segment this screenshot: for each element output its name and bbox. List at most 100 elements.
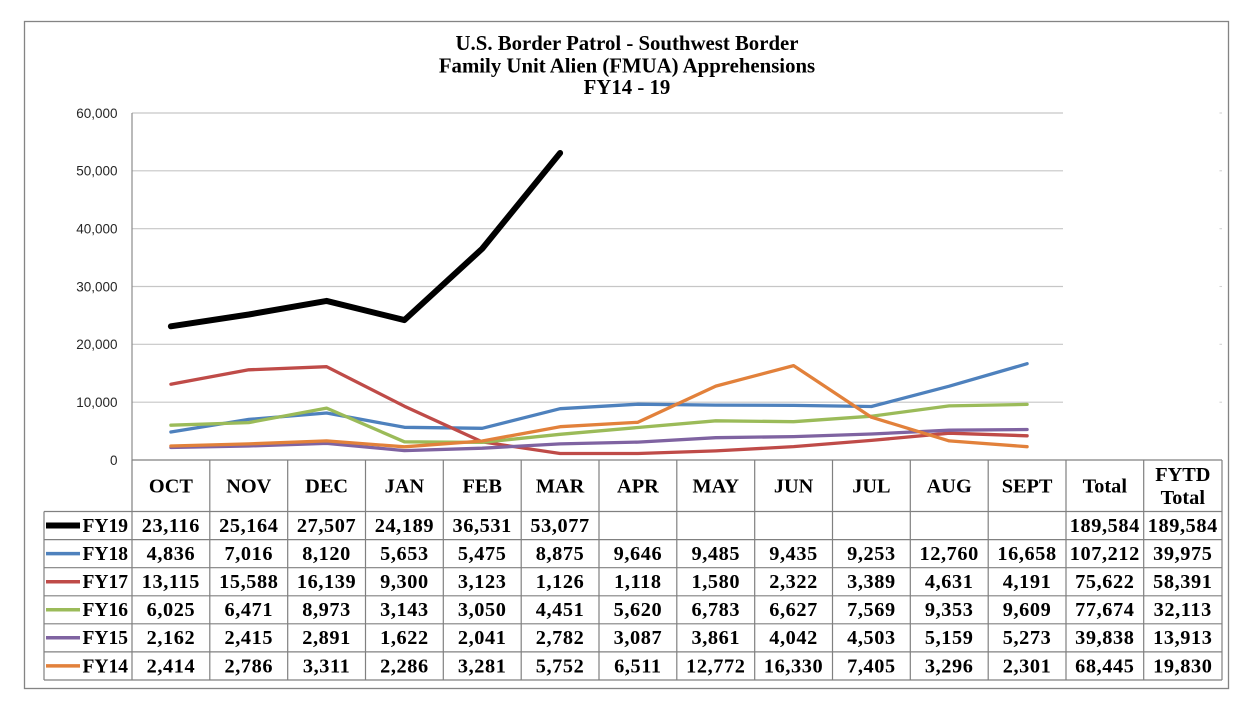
svg-text:3,281: 3,281 <box>458 655 507 677</box>
svg-text:NOV: NOV <box>226 476 271 498</box>
svg-text:FY14 - 19: FY14 - 19 <box>584 76 671 99</box>
svg-text:75,622: 75,622 <box>1075 571 1134 593</box>
svg-text:6,025: 6,025 <box>147 599 196 621</box>
svg-text:16,139: 16,139 <box>297 571 356 593</box>
svg-text:2,891: 2,891 <box>302 627 351 649</box>
svg-text:FY19: FY19 <box>83 516 129 537</box>
svg-text:FY18: FY18 <box>83 544 129 565</box>
svg-text:JAN: JAN <box>385 476 425 498</box>
svg-text:9,485: 9,485 <box>691 543 740 565</box>
svg-text:23,116: 23,116 <box>142 515 200 537</box>
svg-text:MAR: MAR <box>536 476 585 498</box>
svg-text:4,836: 4,836 <box>147 543 196 565</box>
svg-text:5,159: 5,159 <box>925 627 974 649</box>
svg-text:AUG: AUG <box>927 476 972 498</box>
svg-text:5,752: 5,752 <box>536 655 585 677</box>
svg-text:4,503: 4,503 <box>847 627 896 649</box>
svg-text:1,580: 1,580 <box>691 571 740 593</box>
svg-text:6,783: 6,783 <box>691 599 740 621</box>
svg-text:FY15: FY15 <box>83 628 129 649</box>
svg-text:5,653: 5,653 <box>380 543 429 565</box>
svg-text:189,584: 189,584 <box>1148 515 1218 537</box>
svg-text:24,189: 24,189 <box>375 515 434 537</box>
svg-text:16,330: 16,330 <box>764 655 823 677</box>
svg-text:U.S. Border Patrol - Southwest: U.S. Border Patrol - Southwest Border <box>456 32 799 55</box>
svg-text:FEB: FEB <box>462 476 501 498</box>
svg-text:5,273: 5,273 <box>1003 627 1052 649</box>
svg-text:5,475: 5,475 <box>458 543 507 565</box>
svg-text:13,913: 13,913 <box>1153 627 1212 649</box>
svg-text:2,782: 2,782 <box>536 627 585 649</box>
svg-text:8,120: 8,120 <box>302 543 351 565</box>
svg-text:2,786: 2,786 <box>224 655 273 677</box>
svg-text:2,301: 2,301 <box>1003 655 1052 677</box>
svg-text:13,115: 13,115 <box>142 571 200 593</box>
svg-text:7,405: 7,405 <box>847 655 896 677</box>
svg-text:6,511: 6,511 <box>614 655 662 677</box>
svg-text:27,507: 27,507 <box>297 515 356 537</box>
svg-text:58,391: 58,391 <box>1153 571 1212 593</box>
svg-text:3,143: 3,143 <box>380 599 429 621</box>
svg-text:77,674: 77,674 <box>1075 599 1134 621</box>
svg-text:9,253: 9,253 <box>847 543 896 565</box>
svg-text:Total: Total <box>1083 476 1128 498</box>
svg-text:16,658: 16,658 <box>997 543 1056 565</box>
svg-text:0: 0 <box>110 453 118 468</box>
svg-text:68,445: 68,445 <box>1075 655 1134 677</box>
svg-text:4,451: 4,451 <box>536 599 585 621</box>
svg-text:4,191: 4,191 <box>1003 571 1052 593</box>
svg-text:FYTD: FYTD <box>1155 464 1210 486</box>
svg-text:3,311: 3,311 <box>303 655 351 677</box>
svg-text:3,087: 3,087 <box>614 627 663 649</box>
svg-text:SEPT: SEPT <box>1002 476 1053 498</box>
svg-text:4,631: 4,631 <box>925 571 974 593</box>
svg-text:Total: Total <box>1161 487 1206 509</box>
svg-text:FY16: FY16 <box>83 600 129 621</box>
svg-text:APR: APR <box>617 476 659 498</box>
svg-text:4,042: 4,042 <box>769 627 818 649</box>
svg-text:2,414: 2,414 <box>147 655 196 677</box>
svg-text:2,415: 2,415 <box>224 627 273 649</box>
svg-text:Family Unit Alien (FMUA) Appre: Family Unit Alien (FMUA) Apprehensions <box>439 54 815 77</box>
svg-text:10,000: 10,000 <box>76 395 117 410</box>
svg-text:3,123: 3,123 <box>458 571 507 593</box>
svg-text:3,296: 3,296 <box>925 655 974 677</box>
svg-text:DEC: DEC <box>305 476 348 498</box>
svg-text:9,609: 9,609 <box>1003 599 1052 621</box>
svg-text:1,126: 1,126 <box>536 571 585 593</box>
svg-text:36,531: 36,531 <box>453 515 512 537</box>
svg-text:12,760: 12,760 <box>920 543 979 565</box>
svg-text:3,389: 3,389 <box>847 571 896 593</box>
svg-text:7,016: 7,016 <box>224 543 273 565</box>
svg-text:7,569: 7,569 <box>847 599 896 621</box>
svg-text:6,627: 6,627 <box>769 599 818 621</box>
svg-text:FY14: FY14 <box>83 656 129 677</box>
svg-text:32,113: 32,113 <box>1154 599 1212 621</box>
svg-text:2,322: 2,322 <box>769 571 818 593</box>
svg-text:3,050: 3,050 <box>458 599 507 621</box>
svg-text:1,622: 1,622 <box>380 627 429 649</box>
svg-text:2,286: 2,286 <box>380 655 429 677</box>
svg-text:53,077: 53,077 <box>530 515 589 537</box>
svg-text:8,973: 8,973 <box>302 599 351 621</box>
svg-text:60,000: 60,000 <box>76 106 117 121</box>
svg-text:9,646: 9,646 <box>614 543 663 565</box>
svg-text:JUL: JUL <box>852 476 890 498</box>
svg-text:189,584: 189,584 <box>1070 515 1140 537</box>
svg-text:40,000: 40,000 <box>76 222 117 237</box>
svg-text:3,861: 3,861 <box>691 627 740 649</box>
svg-text:107,212: 107,212 <box>1070 543 1140 565</box>
svg-text:39,838: 39,838 <box>1075 627 1134 649</box>
svg-text:12,772: 12,772 <box>686 655 745 677</box>
svg-text:9,435: 9,435 <box>769 543 818 565</box>
svg-text:JUN: JUN <box>774 476 814 498</box>
svg-text:50,000: 50,000 <box>76 164 117 179</box>
svg-text:2,162: 2,162 <box>147 627 196 649</box>
svg-text:20,000: 20,000 <box>76 337 117 352</box>
svg-text:15,588: 15,588 <box>219 571 278 593</box>
svg-text:9,300: 9,300 <box>380 571 429 593</box>
svg-text:MAY: MAY <box>693 476 740 498</box>
svg-text:8,875: 8,875 <box>536 543 585 565</box>
svg-text:5,620: 5,620 <box>614 599 663 621</box>
svg-text:2,041: 2,041 <box>458 627 507 649</box>
